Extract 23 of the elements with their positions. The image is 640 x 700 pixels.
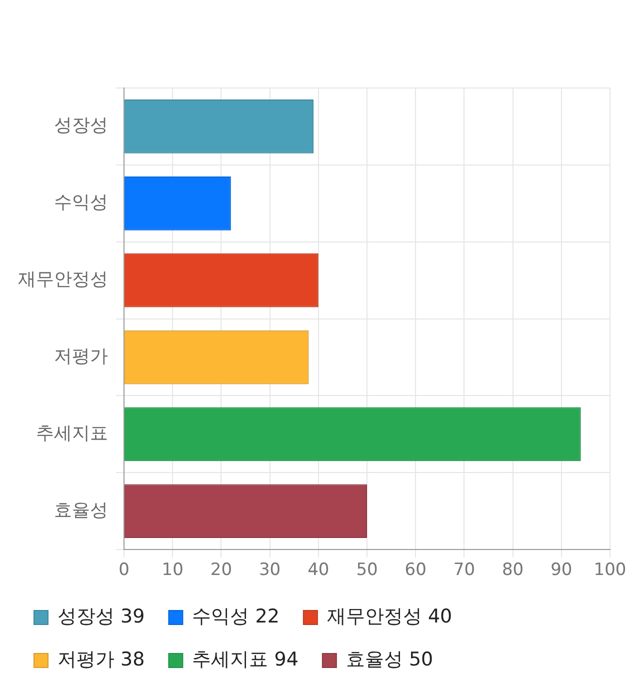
x-tick-label: 50	[356, 560, 378, 580]
x-tick-label: 70	[453, 560, 476, 580]
legend-label: 저평가 38	[58, 648, 145, 670]
y-tick-label: 성장성	[54, 115, 108, 136]
y-tick-label: 재무안정성	[18, 269, 108, 290]
y-tick-label: 효율성	[54, 500, 108, 521]
x-tick-label: 20	[210, 560, 232, 580]
x-tick-label: 40	[308, 560, 330, 580]
x-tick-label: 90	[550, 560, 572, 580]
x-tick-label: 100	[594, 560, 626, 580]
x-tick-label: 0	[118, 560, 130, 580]
legend-label: 수익성 22	[192, 605, 280, 628]
x-tick-label: 10	[162, 560, 184, 580]
x-tick-label: 30	[258, 560, 281, 580]
x-tick-label: 80	[502, 560, 524, 580]
y-tick-label: 저평가	[54, 346, 108, 367]
y-tick-label: 추세지표	[36, 422, 108, 444]
legend-label: 재무안정성 40	[326, 605, 452, 628]
legend-label: 추세지표 94	[192, 648, 298, 670]
legend-label: 효율성 50	[346, 648, 434, 670]
x-tick-label: 60	[404, 560, 426, 580]
legend-label: 성장성 39	[58, 605, 145, 628]
y-tick-label: 수익성	[54, 192, 108, 214]
